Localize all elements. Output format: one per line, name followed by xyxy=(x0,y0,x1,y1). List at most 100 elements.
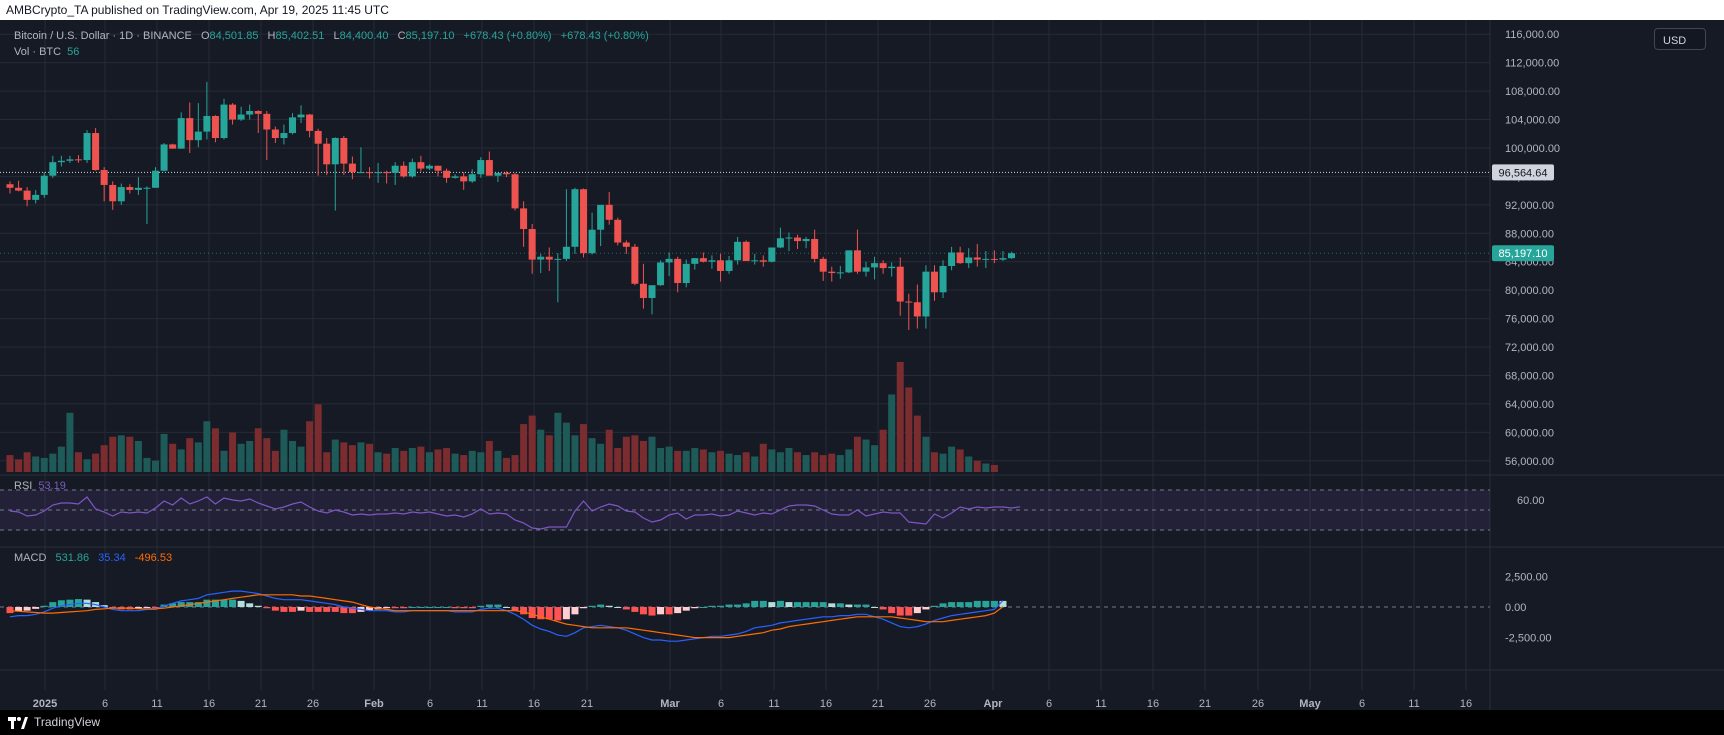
volume-bar xyxy=(417,446,425,472)
candle-body xyxy=(288,117,296,134)
candle-body xyxy=(597,204,605,230)
macd-histogram-bar xyxy=(408,607,416,608)
volume-bar xyxy=(871,445,879,472)
macd-histogram-bar xyxy=(502,607,510,608)
macd-histogram-bar xyxy=(990,600,998,607)
candle-body xyxy=(177,118,185,149)
candle-body xyxy=(554,258,562,260)
price-tick-label: 72,000.00 xyxy=(1505,342,1554,354)
candle-body xyxy=(520,208,528,230)
candle-body xyxy=(862,267,870,272)
macd-tick-label: 2,500.00 xyxy=(1505,571,1548,583)
close-value: 85,197.10 xyxy=(405,30,455,42)
macd-histogram-bar xyxy=(802,602,810,607)
volume-bar xyxy=(434,449,442,472)
volume-bar xyxy=(288,440,296,472)
macd-histogram-bar xyxy=(66,599,74,607)
macd-histogram-bar xyxy=(443,607,451,608)
candle-body xyxy=(357,172,365,174)
chart-area[interactable]: 116,000.00 112,000.00 108,000.00 104,000.00… xyxy=(0,20,1724,710)
macd-histogram-bar xyxy=(460,607,468,609)
macd-histogram-bar xyxy=(169,603,177,607)
candle-body xyxy=(990,258,998,260)
candle-body xyxy=(40,175,48,195)
volume-bar xyxy=(734,455,742,472)
candle-body xyxy=(956,252,964,264)
macd-histogram-bar xyxy=(828,603,836,607)
macd-histogram-bar xyxy=(391,607,399,609)
candle-body xyxy=(913,302,921,317)
volume-bar xyxy=(220,450,228,472)
macd-histogram-bar xyxy=(871,607,879,608)
macd-histogram-bar xyxy=(366,607,374,611)
candle-body xyxy=(836,272,844,274)
tradingview-logo-icon xyxy=(8,716,28,729)
candle-body xyxy=(768,247,776,262)
macd-histogram-bar xyxy=(716,605,724,607)
macd-signal-line xyxy=(9,594,1004,639)
volume-bar xyxy=(408,448,416,472)
candle-body xyxy=(477,160,485,175)
candle-body xyxy=(109,184,117,202)
volume-bar xyxy=(194,442,202,472)
macd-histogram-bar xyxy=(229,599,237,607)
x-tick-label: 21 xyxy=(1199,698,1211,710)
macd-histogram-bar xyxy=(468,607,476,609)
high-value: 85,402.51 xyxy=(275,30,325,42)
volume-bar xyxy=(939,453,947,472)
volume-bar xyxy=(562,422,570,472)
x-tick-label: 16 xyxy=(528,698,540,710)
macd-histogram-bar xyxy=(622,607,630,610)
x-tick-label: 26 xyxy=(1252,698,1264,710)
candle-body xyxy=(725,260,733,271)
macd-histogram-bar xyxy=(948,602,956,607)
macd-histogram-bar xyxy=(6,607,14,614)
candle-body xyxy=(537,256,545,260)
candle-body xyxy=(939,265,947,293)
macd-histogram-bar xyxy=(999,600,1007,607)
candle-body xyxy=(126,187,134,190)
change-value: +678.43 (+0.80%) xyxy=(463,30,552,42)
high-label: H xyxy=(267,30,276,42)
symbol-legend: Bitcoin / U.S. Dollar · 1D · BINANCE O84… xyxy=(14,28,649,60)
macd-histogram-bar xyxy=(888,607,896,614)
volume-bar xyxy=(306,421,314,472)
price-tick-label: 76,000.00 xyxy=(1505,314,1554,326)
candle-body xyxy=(237,114,245,120)
candle-body xyxy=(802,238,810,242)
macd-histogram-bar xyxy=(134,607,142,609)
volume-bar xyxy=(580,424,588,472)
x-tick-label: 26 xyxy=(307,698,319,710)
volume-bar xyxy=(280,429,288,472)
x-tick-label: 26 xyxy=(924,698,936,710)
candle-body xyxy=(888,266,896,269)
candle-body xyxy=(117,187,125,202)
macd-histogram-bar xyxy=(545,607,553,620)
currency-button[interactable]: USD xyxy=(1654,28,1706,50)
change-value-2: +678.43 (+0.80%) xyxy=(560,30,649,42)
volume-bar xyxy=(92,453,100,472)
x-tick-label: 11 xyxy=(1095,698,1106,710)
volume-bar xyxy=(443,448,451,472)
macd-histogram-bar xyxy=(571,607,579,615)
volume-bar xyxy=(948,446,956,472)
candle-body xyxy=(15,187,23,191)
candle-body xyxy=(443,170,451,178)
volume-bar xyxy=(383,453,391,472)
candle-body xyxy=(494,172,502,176)
candle-body xyxy=(794,237,802,242)
volume-bar xyxy=(40,457,48,472)
candle-body xyxy=(922,271,930,317)
volume-bar xyxy=(23,452,31,472)
volume-bar xyxy=(348,445,356,472)
macd-histogram-bar xyxy=(100,605,108,607)
x-tick-label: Mar xyxy=(660,698,680,710)
price-tick-label: 116,000.00 xyxy=(1505,29,1559,41)
macd-histogram-bar xyxy=(323,607,331,612)
candle-body xyxy=(699,258,707,262)
volume-bar xyxy=(896,362,904,472)
x-tick-label: Feb xyxy=(364,698,384,710)
candle-body xyxy=(588,229,596,254)
macd-histogram-bar xyxy=(237,600,245,607)
volume-bar xyxy=(631,435,639,472)
